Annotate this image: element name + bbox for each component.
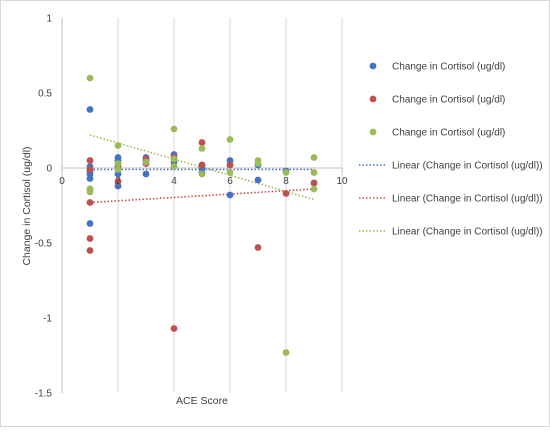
data-point bbox=[114, 166, 122, 173]
data-point bbox=[226, 161, 234, 169]
legend-marker bbox=[369, 128, 377, 136]
data-point bbox=[114, 178, 122, 185]
point-layer bbox=[86, 74, 318, 356]
data-point bbox=[282, 349, 290, 356]
data-point bbox=[310, 179, 318, 187]
x-tick-label: 8 bbox=[283, 176, 289, 187]
data-point bbox=[254, 176, 262, 184]
data-point bbox=[198, 139, 206, 146]
data-point bbox=[142, 158, 150, 166]
data-point bbox=[86, 199, 94, 206]
y-tick-label: -0.5 bbox=[35, 239, 53, 250]
data-point bbox=[86, 106, 94, 113]
x-tick-label: 0 bbox=[59, 176, 65, 187]
data-point bbox=[114, 160, 122, 167]
y-axis-title: Change in Cortisol (ug/dl) bbox=[21, 146, 33, 265]
data-point bbox=[86, 235, 94, 242]
y-tick-label: 1 bbox=[46, 14, 52, 25]
data-point bbox=[86, 220, 94, 227]
legend-label: Change in Cortisol (ug/dl) bbox=[392, 95, 505, 106]
data-point bbox=[86, 247, 94, 254]
data-point bbox=[310, 169, 318, 176]
data-point bbox=[310, 185, 318, 193]
legend-label: Linear (Change in Cortisol (ug/dl)) bbox=[392, 161, 543, 172]
y-tick-label: -1.5 bbox=[35, 389, 53, 400]
tick-label-layer: 1 0.5 0 -0.5 -1 -1.5 0 2 4 6 8 10 bbox=[35, 14, 348, 400]
data-point bbox=[282, 190, 290, 197]
data-point bbox=[86, 74, 94, 82]
y-tick-label: 0.5 bbox=[38, 89, 52, 100]
data-point bbox=[226, 169, 234, 176]
data-point bbox=[198, 170, 206, 178]
y-tick-label: 0 bbox=[46, 164, 52, 175]
data-point bbox=[86, 175, 94, 182]
y-tick-label: -1 bbox=[43, 314, 52, 325]
data-point bbox=[310, 154, 318, 161]
data-point bbox=[226, 136, 234, 143]
data-point bbox=[282, 169, 290, 176]
data-point bbox=[86, 188, 94, 196]
x-tick-label: 6 bbox=[227, 176, 233, 187]
data-point bbox=[170, 125, 178, 133]
legend: Change in Cortisol (ug/dl) Change in Cort… bbox=[359, 62, 543, 238]
legend-marker bbox=[369, 62, 377, 70]
data-point bbox=[254, 160, 262, 167]
data-point bbox=[114, 142, 122, 149]
data-point bbox=[226, 191, 234, 199]
data-point bbox=[198, 145, 206, 152]
legend-label: Change in Cortisol (ug/dl) bbox=[392, 128, 505, 139]
trendline bbox=[89, 188, 315, 204]
x-tick-label: 2 bbox=[115, 176, 121, 187]
legend-marker bbox=[369, 95, 377, 103]
legend-label: Change in Cortisol (ug/dl) bbox=[392, 62, 505, 73]
legend-label: Linear (Change in Cortisol (ug/dl)) bbox=[392, 194, 543, 205]
data-point bbox=[86, 166, 94, 173]
x-tick-label: 4 bbox=[171, 176, 177, 187]
data-point bbox=[254, 244, 262, 251]
data-point bbox=[170, 325, 178, 332]
x-tick-label: 10 bbox=[336, 176, 348, 187]
x-axis-title: ACE Score bbox=[176, 395, 228, 407]
data-point bbox=[142, 170, 150, 178]
data-point bbox=[170, 155, 178, 163]
data-point bbox=[86, 157, 94, 164]
data-point bbox=[198, 161, 206, 169]
data-point bbox=[170, 163, 178, 170]
legend-label: Linear (Change in Cortisol (ug/dl)) bbox=[392, 227, 543, 238]
